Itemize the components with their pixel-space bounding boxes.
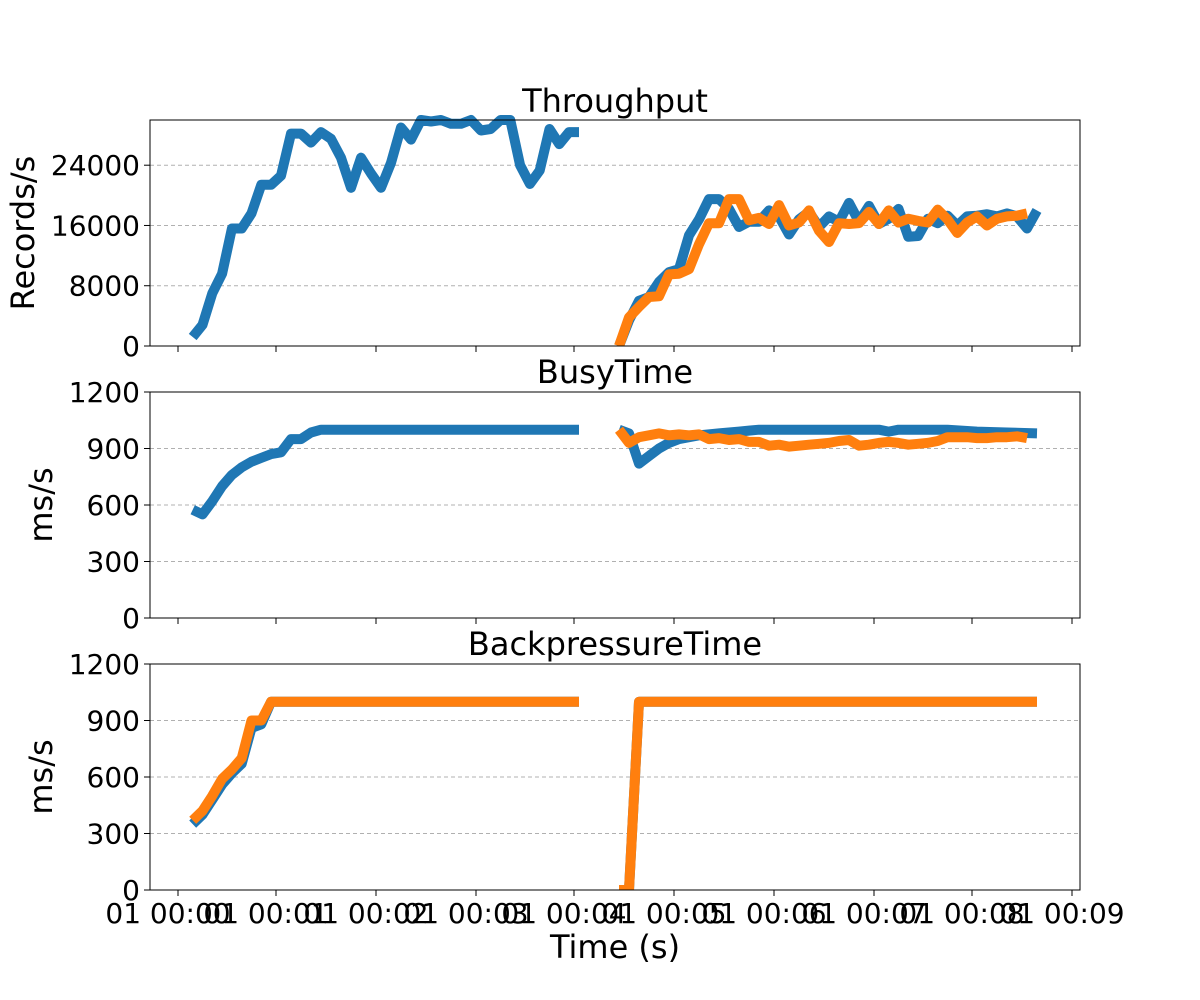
series-line-1 — [188, 115, 579, 341]
y-tick-label: 16000 — [51, 209, 140, 242]
plot-frame — [149, 119, 1081, 347]
y-tick-label: 600 — [87, 761, 140, 794]
y-axis-label: ms/s — [22, 739, 60, 814]
y-tick-label: 900 — [87, 433, 140, 466]
x-tick-label: 01 00:09 — [999, 897, 1124, 930]
panel-title: BackpressureTime — [468, 625, 762, 663]
x-axis-label: Time (s) — [549, 928, 680, 966]
series-line-2 — [614, 194, 1029, 346]
y-axis-label: Records/s — [4, 156, 42, 311]
y-axis-label: ms/s — [22, 467, 60, 542]
series-line-1 — [617, 424, 1038, 469]
series-line-2 — [615, 426, 1028, 452]
x-tick-label: 01 00:06 — [701, 897, 826, 930]
panel-throughput: 0 8000 16000 24000 Throughput Records/s — [4, 82, 1081, 363]
y-tick-label: 1200 — [69, 376, 140, 409]
panel-title: Throughput — [521, 82, 708, 120]
y-tick-label: 600 — [87, 489, 140, 522]
y-tick-label: 900 — [87, 705, 140, 738]
panel-title: BusyTime — [537, 353, 693, 391]
series-line-1 — [619, 696, 1037, 890]
y-tick-label: 300 — [87, 818, 140, 851]
panel-backpressure: 0 300 600 900 1200 BackpressureTime ms/s — [22, 625, 1081, 907]
y-tick-label: 1200 — [69, 648, 140, 681]
panel-busytime: 0 300 600 900 1200 BusyTime ms/s — [22, 353, 1081, 635]
x-tick-label: 01 00:00 — [105, 897, 230, 930]
x-tick-label: 01 00:02 — [303, 897, 428, 930]
y-tick-label: 300 — [87, 546, 140, 579]
x-tick-label: 01 00:04 — [501, 897, 626, 930]
series-line-1 — [190, 424, 579, 520]
x-tick-label: 01 00:05 — [601, 897, 726, 930]
x-tick-label: 01 00:07 — [801, 897, 926, 930]
y-tick-label: 24000 — [51, 149, 140, 182]
x-tick-label: 01 00:03 — [403, 897, 528, 930]
y-tick-label: 0 — [122, 602, 140, 635]
series-line-2 — [189, 696, 579, 824]
x-tick-label: 01 00:08 — [899, 897, 1024, 930]
y-tick-label: 0 — [122, 330, 140, 363]
series-line-1 — [614, 194, 1042, 346]
y-tick-label: 0 — [122, 874, 140, 907]
y-tick-label: 8000 — [69, 270, 140, 303]
x-tick-label: 01 00:01 — [203, 897, 328, 930]
series-line-2 — [619, 696, 1037, 890]
